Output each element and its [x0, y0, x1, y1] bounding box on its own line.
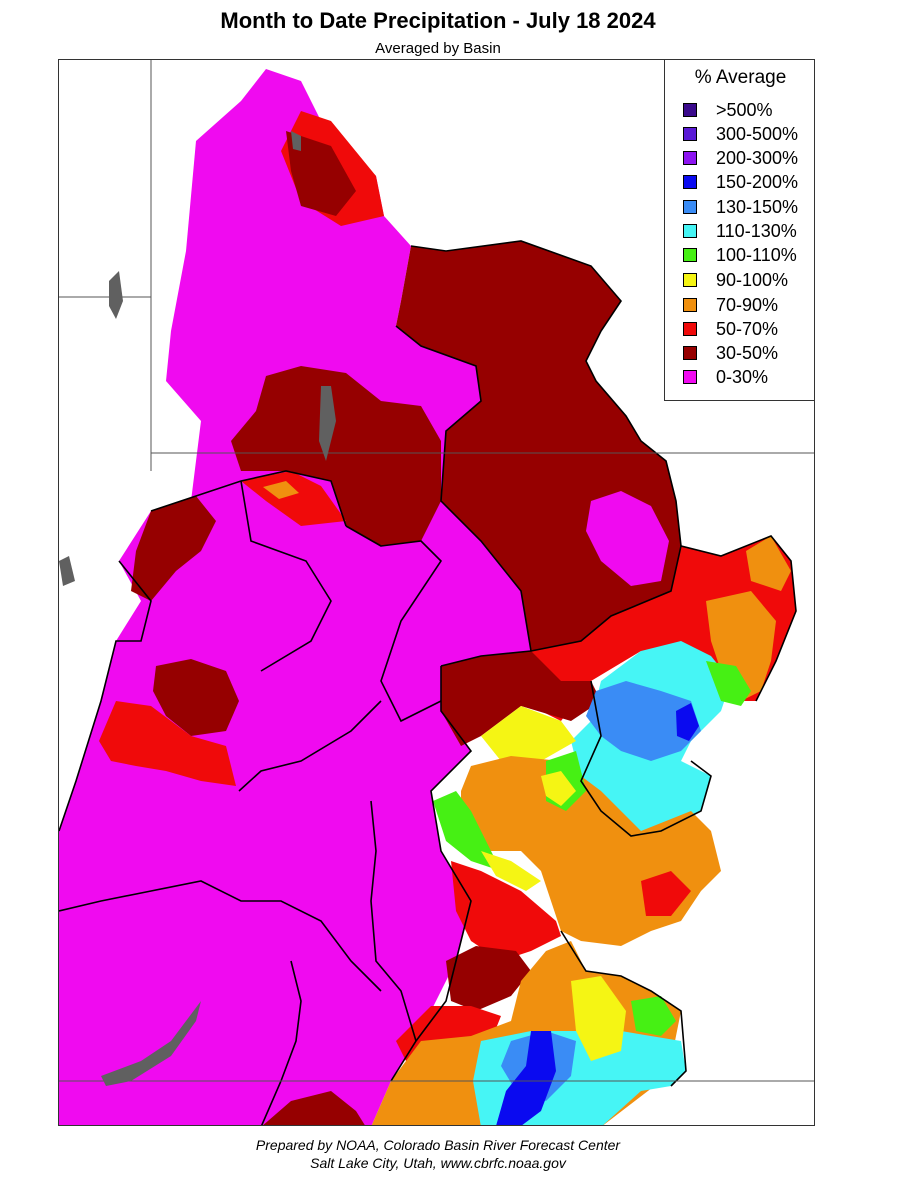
legend-item: 130-150% [683, 197, 798, 217]
map-legend: % Average >500% 300-500% 200-300% 150-20… [664, 59, 815, 401]
basin-region-100-110-far-south [631, 996, 676, 1036]
basin-region-30-50-bottom [263, 1091, 365, 1125]
footer-credit-line1: Prepared by NOAA, Colorado Basin River F… [255, 1137, 621, 1153]
state-borders [59, 60, 814, 1082]
basin-region-30-50-southwest-lobe [153, 659, 239, 736]
basin-boundaries [59, 240, 797, 1125]
legend-label: 110-130% [716, 220, 797, 241]
legend-label: 100-110% [716, 244, 797, 265]
legend-label: >500% [716, 99, 773, 120]
legend-label: 90-100% [716, 269, 789, 290]
legend-item: 90-100% [683, 270, 788, 290]
legend-swatch [683, 346, 697, 360]
legend-item: 70-90% [683, 295, 778, 315]
legend-label: 300-500% [716, 123, 799, 144]
basin-region-30-50-south-central [441, 651, 601, 746]
legend-swatch [683, 127, 697, 141]
map-title: Month to Date Precipitation - July 18 20… [220, 8, 656, 33]
basin-region-30-50-north [286, 131, 356, 216]
legend-swatch [683, 273, 697, 287]
legend-swatch [683, 298, 697, 312]
basin-region-70-90-central [263, 481, 299, 499]
basin-region-90-100-far-south [571, 976, 626, 1061]
legend-item: 300-500% [683, 124, 798, 144]
basin-region-50-70-southeast-fringe [641, 871, 691, 916]
basin-region-90-100-inner [541, 771, 576, 806]
legend-item: 0-30% [683, 367, 768, 387]
basin-region-100-110-west-strip [433, 791, 501, 871]
basin-region-0-30-inner [586, 491, 669, 586]
legend-label: 130-150% [716, 196, 799, 217]
basin-region-50-70-southwest [99, 701, 236, 786]
legend-swatch [683, 224, 697, 238]
legend-swatch [683, 248, 697, 262]
map-subtitle: Averaged by Basin [375, 40, 501, 57]
legend-swatch [683, 175, 697, 189]
legend-item: 200-300% [683, 148, 798, 168]
legend-label: 30-50% [716, 342, 779, 363]
legend-swatch [683, 322, 697, 336]
legend-label: 50-70% [716, 318, 779, 339]
basin-region-150-200-east [676, 703, 699, 741]
basin-region-130-150-east [586, 681, 701, 761]
footer-credit-line2: Salt Lake City, Utah, www.cbrfc.noaa.gov [310, 1155, 566, 1171]
basin-region-100-110-east [706, 661, 751, 706]
legend-swatch [683, 370, 697, 384]
legend-swatch [683, 200, 697, 214]
basin-region-0-30-main [59, 69, 531, 1125]
legend-item: 150-200% [683, 172, 798, 192]
legend-item: 30-50% [683, 343, 778, 363]
basin-region-90-100-west-strip [481, 851, 541, 891]
legend-label: 200-300% [716, 147, 799, 168]
legend-swatch [683, 103, 697, 117]
reservoirs [59, 131, 336, 1086]
legend-item: 110-130% [683, 221, 797, 241]
basin-region-30-50-central [231, 366, 441, 546]
legend-item: 100-110% [683, 245, 797, 265]
legend-item: 50-70% [683, 319, 778, 339]
basin-region-70-90-east-upper [746, 536, 791, 591]
legend-label: 0-30% [716, 366, 769, 387]
legend-label: 150-200% [716, 171, 799, 192]
legend-title: % Average [694, 67, 787, 88]
basin-region-90-100-southeast [481, 706, 576, 761]
legend-label: 70-90% [716, 294, 779, 315]
legend-swatch [683, 151, 697, 165]
basin-region-150-200-far-south [496, 1031, 556, 1125]
basin-region-30-50-south [446, 946, 531, 1011]
basin-region-50-70-central [241, 471, 346, 526]
legend-item: >500% [683, 100, 773, 120]
basin-region-30-50-west [131, 496, 216, 601]
basin-region-50-70-south [451, 861, 561, 961]
